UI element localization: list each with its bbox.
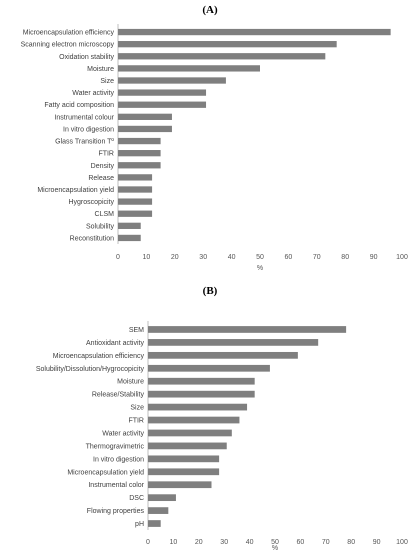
bar [118, 113, 172, 120]
category-label: Release/Stability [92, 392, 145, 399]
bar [118, 77, 226, 84]
chart-a-title: (A) [202, 4, 218, 16]
category-label: Microencapsulation efficiency [23, 30, 115, 37]
bar [118, 162, 161, 169]
category-label: In vitro digestion [63, 126, 114, 133]
bar [148, 520, 161, 527]
x-tick-label: 40 [246, 539, 254, 546]
x-tick-label: 90 [373, 539, 381, 546]
x-tick-label: 0 [116, 254, 120, 261]
bar [148, 326, 347, 333]
bar [118, 125, 172, 133]
x-tick-label: 70 [322, 539, 330, 546]
x-tick-label: 10 [143, 254, 151, 261]
chart-a-svg: Microencapsulation efficiency Scanning el… [21, 24, 408, 272]
bar [148, 429, 232, 437]
category-label: Density [91, 163, 115, 170]
category-label: Release [88, 175, 114, 182]
bar [118, 28, 391, 36]
bar [118, 186, 153, 193]
x-tick-label: 100 [396, 254, 408, 261]
x-tick-label: 50 [271, 539, 279, 546]
bar [148, 442, 227, 450]
bar [118, 137, 161, 145]
category-label: Instrumental color [88, 482, 144, 489]
category-label: Moisture [117, 379, 144, 386]
category-label: Scanning electron microscopy [21, 42, 115, 49]
bar [148, 390, 255, 398]
chart-b-title: (B) [202, 285, 218, 297]
category-label: Microencapsulation efficiency [53, 353, 145, 360]
bar [148, 403, 248, 411]
x-tick-label: 50 [256, 254, 264, 261]
bar [118, 101, 207, 108]
chart-b-svg: SEM Antioxidant activity Microencapsulatio… [36, 321, 408, 550]
x-tick-label: 20 [171, 254, 179, 261]
category-label: Antioxidant activity [86, 340, 144, 347]
category-label: SEM [129, 327, 144, 334]
x-tick-label: 100 [396, 539, 408, 546]
bar [118, 89, 207, 96]
category-label: Flowing properties [87, 508, 145, 515]
category-label: Solubility/Dissolution/Hygrocopicity [36, 366, 145, 373]
x-tick-label: 60 [297, 539, 305, 546]
bar [148, 351, 298, 359]
category-label: FTIR [98, 151, 114, 158]
category-label: Size [100, 78, 114, 85]
category-label: FTIR [128, 418, 144, 425]
category-label: Thermogravimetric [86, 443, 145, 450]
bar [118, 210, 153, 217]
bar [118, 65, 260, 72]
bar [118, 234, 141, 242]
x-tick-label: 90 [370, 254, 378, 261]
bar [148, 468, 220, 476]
bar [148, 494, 176, 502]
x-tick-label: 30 [199, 254, 207, 261]
category-label: Reconstitution [70, 235, 114, 242]
category-label: Water activity [102, 430, 144, 437]
x-tick-label: 80 [347, 539, 355, 546]
x-tick-label: 30 [220, 539, 228, 546]
category-label: CLSM [95, 211, 115, 218]
category-label: Size [130, 405, 144, 412]
bar [148, 416, 240, 424]
bar [118, 222, 141, 229]
bar [148, 455, 220, 463]
category-label: Microencapsulation yield [37, 187, 114, 194]
x-tick-label: 0 [146, 539, 150, 546]
x-tick-label: 20 [195, 539, 203, 546]
chart-panel-b: (B) SEM Antioxidant activity Microencapsul… [0, 278, 420, 550]
category-label: Microencapsulation yield [67, 469, 144, 476]
x-tick-label: 10 [170, 539, 178, 546]
bar [148, 364, 270, 372]
category-label: pH [135, 521, 144, 528]
bar [148, 507, 169, 514]
bar [118, 53, 326, 60]
x-axis-label: % [272, 545, 278, 550]
bar [148, 377, 255, 385]
category-label: Glass Transition Tº [55, 139, 114, 146]
bar [118, 174, 153, 181]
bar [118, 41, 337, 48]
category-label: Water activity [72, 90, 114, 97]
category-label: Oxidation stability [59, 54, 114, 61]
category-label: DSC [129, 495, 144, 502]
x-tick-label: 70 [313, 254, 321, 261]
x-tick-label: 80 [341, 254, 349, 261]
x-tick-label: 40 [228, 254, 236, 261]
category-label: Fatty acid composition [44, 102, 114, 109]
bar [148, 339, 319, 346]
chart-panel-a: (A) Microencapsulation efficiency Scannin… [0, 0, 420, 272]
bar [148, 481, 212, 489]
category-label: Hygroscopicity [68, 199, 114, 206]
bar [118, 198, 153, 205]
category-label: Moisture [87, 66, 114, 73]
bar [118, 150, 161, 157]
x-axis-label: % [257, 265, 263, 272]
category-label: Instrumental colour [54, 114, 114, 121]
category-label: In vitro digestion [93, 456, 144, 463]
x-tick-label: 60 [285, 254, 293, 261]
category-label: Solubility [86, 223, 115, 230]
